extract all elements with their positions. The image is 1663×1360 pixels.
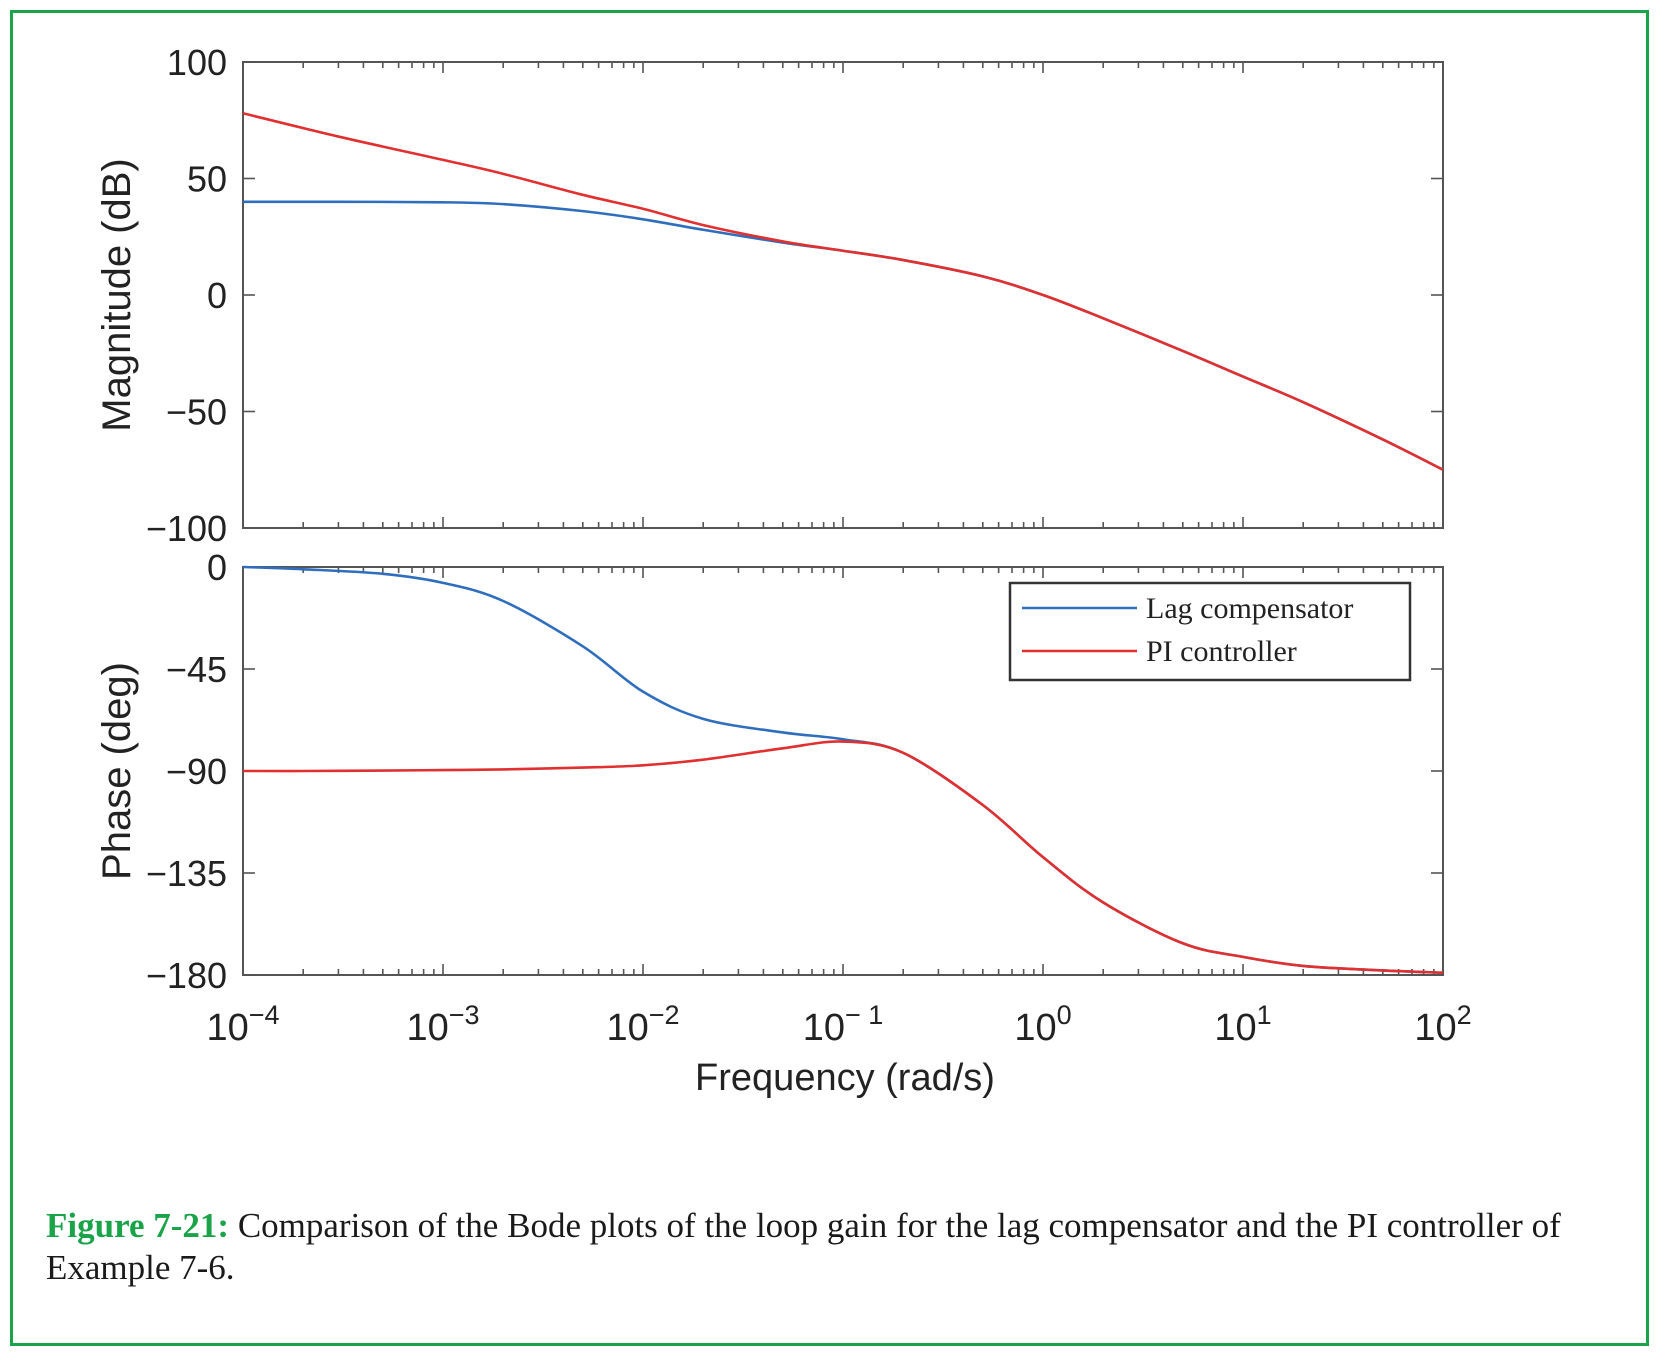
figure-caption: Figure 7-21: Comparison of the Bode plot… [46,1205,1626,1289]
caption-text: Comparison of the Bode plots of the loop… [46,1206,1561,1287]
legend-entry: Lag compensator [1146,592,1353,625]
phase-y-tick-label: −45 [166,649,227,690]
x-tick-label: 100 [1014,1000,1071,1049]
x-tick-label: 101 [1214,1000,1271,1049]
x-tick-label: 10−4 [206,1000,279,1049]
legend-box [1008,581,1412,682]
phase-y-tick-label: −90 [166,751,227,792]
phase-y-tick-label: −135 [146,853,227,894]
magnitude-panel: 100 50 0 −50 −100 Magnitude (dB) [95,42,1444,549]
legend-entry: PI controller [1146,635,1297,668]
x-axis-label: Frequency (rad/s) [695,1057,995,1099]
x-tick-label: 10− 1 [803,1000,884,1049]
mag-series-line-0 [242,200,1444,471]
phase-series-line-1 [242,740,1444,975]
x-tick-label: 10−3 [406,1000,479,1049]
phase-y-tick-label: −180 [146,955,227,996]
bode-plot: 100 50 0 −50 −100 Magnitude (dB) 0 −45 −90 −135 −… [95,42,1472,1099]
mag-y-tick-label: 0 [207,275,227,316]
phase-y-tick-label: 0 [207,547,227,588]
mag-series-line-1 [242,111,1444,471]
mag-y-tick-label: −50 [166,392,227,433]
mag-y-tick-label: 100 [167,42,227,83]
mag-y-tick-label: 50 [187,159,227,200]
phase-y-axis-label: Phase (deg) [95,662,139,880]
legend: Lag compensator PI controller [1008,581,1412,682]
mag-y-axis-label: Magnitude (dB) [95,158,139,431]
x-tick-label: 102 [1414,1000,1471,1049]
mag-axes-box [242,61,1444,529]
phase-panel: 0 −45 −90 −135 −180 Phase (deg) 10−4 10−3 10−2 10… [95,547,1472,1049]
figure-frame [10,10,1649,1346]
figure-label: Figure 7-21: [46,1206,230,1245]
x-tick-label: 10−2 [606,1000,679,1049]
mag-y-tick-label: −100 [146,508,227,549]
